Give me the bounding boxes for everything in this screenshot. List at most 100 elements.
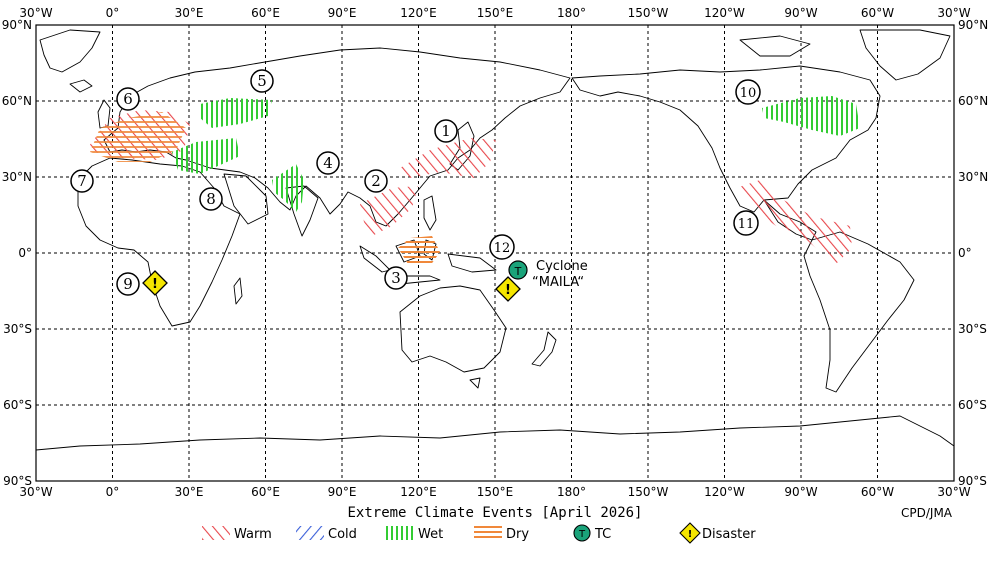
svg-text:90°N: 90°N (958, 18, 988, 32)
svg-text:150°W: 150°W (628, 6, 669, 20)
legend-item-wet: Wet (386, 526, 443, 542)
svg-text:60°S: 60°S (958, 398, 987, 412)
svg-text:150°E: 150°E (477, 6, 514, 20)
svg-text:0°: 0° (958, 246, 972, 260)
sumatra (359, 245, 391, 273)
svg-text:T: T (578, 529, 586, 540)
svg-text:30°N: 30°N (2, 170, 32, 184)
svg-text:90°S: 90°S (3, 474, 32, 488)
cyclone-label-line2: “MAILA“ (532, 275, 584, 290)
svg-text:1: 1 (441, 122, 451, 140)
svg-text:10: 10 (740, 86, 757, 101)
svg-text:9: 9 (123, 275, 133, 293)
lat-ticks-right: 90°N 60°N 30°N 0° 30°S 60°S 90°S (958, 18, 988, 488)
region-dry-europe (90, 112, 186, 162)
svg-text:30°W: 30°W (19, 6, 52, 20)
africa (77, 157, 241, 327)
svg-text:6: 6 (123, 90, 133, 108)
svg-text:TC: TC (594, 527, 611, 542)
svg-text:90°W: 90°W (784, 485, 817, 499)
map-title: Extreme Climate Events [April 2026] (347, 505, 642, 521)
svg-text:11: 11 (738, 217, 755, 232)
svg-text:60°N: 60°N (958, 94, 988, 108)
svg-text:30°W: 30°W (937, 485, 970, 499)
svg-text:30°S: 30°S (958, 322, 987, 336)
event-marker-5: 5 (250, 69, 274, 93)
svg-text:Warm: Warm (234, 527, 272, 542)
arctic-islands (739, 35, 811, 57)
event-marker-8: 8 (199, 187, 223, 211)
antarctica (35, 415, 955, 482)
svg-text:30°E: 30°E (175, 6, 204, 20)
svg-text:7: 7 (77, 172, 87, 190)
india (285, 185, 319, 237)
svg-text:4: 4 (323, 154, 333, 172)
anomaly-regions (86, 96, 860, 266)
svg-text:150°W: 150°W (628, 485, 669, 499)
event-markers: 1 2 3 4 5 6 7 8 (70, 69, 761, 296)
svg-text:120°E: 120°E (400, 485, 437, 499)
legend-item-disaster: ! Disaster (679, 522, 756, 544)
cyclone-label-line1: Cyclone (536, 259, 588, 274)
svg-text:T: T (514, 265, 522, 278)
legend-item-dry: Dry (474, 526, 529, 542)
region-warm-central-america (736, 180, 852, 264)
north-america (571, 65, 881, 213)
svg-text:60°E: 60°E (251, 485, 280, 499)
svg-text:2: 2 (371, 172, 381, 190)
legend-item-tc: T TC (573, 524, 611, 542)
australia (399, 285, 507, 373)
lat-ticks-left: 90°N 60°N 30°N 0° 30°S 60°S 90°S (2, 18, 32, 488)
svg-text:60°E: 60°E (251, 6, 280, 20)
svg-text:180°: 180° (557, 485, 586, 499)
tasmania (469, 377, 481, 389)
svg-text:0°: 0° (106, 6, 120, 20)
svg-text:Disaster: Disaster (702, 527, 756, 542)
arabia (223, 173, 269, 225)
region-wet-middle-east (172, 138, 240, 174)
svg-text:90°W: 90°W (784, 6, 817, 20)
svg-text:30°W: 30°W (19, 485, 52, 499)
svg-text:!: ! (688, 529, 693, 540)
svg-text:8: 8 (206, 190, 216, 208)
svg-text:5: 5 (257, 72, 267, 90)
event-marker-9: 9 (116, 272, 140, 296)
svg-text:120°E: 120°E (400, 6, 437, 20)
greenland-west (39, 29, 101, 73)
south-america (803, 231, 915, 393)
svg-text:180°: 180° (557, 6, 586, 20)
lon-ticks-bottom: 30°W 0° 30°E 60°E 90°E 120°E 150°E 180° … (19, 485, 970, 499)
legend: Warm Cold Wet Dry T TC ! Disaster (202, 522, 756, 544)
svg-text:!: ! (505, 283, 511, 298)
event-marker-2: 2 (364, 169, 388, 193)
event-marker-11: 11 (733, 210, 759, 236)
britain (97, 99, 111, 129)
svg-text:90°E: 90°E (328, 485, 357, 499)
event-marker-7: 7 (70, 169, 94, 193)
svg-text:60°W: 60°W (861, 485, 894, 499)
region-dry-indonesia (398, 236, 440, 266)
svg-text:12: 12 (494, 241, 511, 256)
philippines (423, 195, 437, 231)
new-guinea (447, 253, 497, 273)
svg-text:Cold: Cold (328, 527, 357, 542)
tc-marker-maila: T (508, 260, 528, 280)
svg-text:60°W: 60°W (861, 6, 894, 20)
region-warm-east-asia (400, 138, 496, 178)
svg-text:3: 3 (391, 269, 401, 287)
region-wet-india (272, 164, 304, 212)
event-marker-10: 10 (735, 79, 761, 105)
region-warm-se-asia (360, 186, 418, 236)
svg-text:30°N: 30°N (958, 170, 988, 184)
svg-text:30°E: 30°E (175, 485, 204, 499)
svg-text:90°S: 90°S (958, 474, 987, 488)
event-marker-1: 1 (434, 119, 458, 143)
new-zealand (531, 331, 557, 367)
svg-text:120°W: 120°W (704, 6, 745, 20)
map-credit: CPD/JMA (901, 506, 953, 520)
svg-text:0°: 0° (106, 485, 120, 499)
legend-item-warm: Warm (202, 526, 272, 542)
event-marker-4: 4 (316, 151, 340, 175)
greenland-east (859, 29, 951, 81)
